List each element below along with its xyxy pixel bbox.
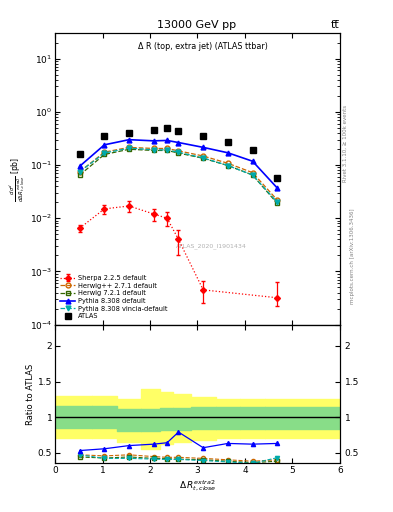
Herwig++ 2.7.1 default bbox=[176, 148, 181, 154]
Pythia 8.308 default bbox=[275, 185, 279, 191]
Pythia 8.308 vincia-default bbox=[151, 147, 156, 153]
ATLAS bbox=[151, 127, 156, 133]
Herwig 7.2.1 default bbox=[176, 150, 181, 156]
X-axis label: $\Delta\,R_{t,close}^{extra2}$: $\Delta\,R_{t,close}^{extra2}$ bbox=[179, 478, 216, 493]
Herwig++ 2.7.1 default bbox=[151, 145, 156, 152]
Herwig 7.2.1 default bbox=[201, 155, 206, 161]
Pythia 8.308 default bbox=[176, 139, 181, 145]
Pythia 8.308 vincia-default bbox=[275, 199, 279, 205]
Pythia 8.308 default bbox=[226, 150, 230, 156]
ATLAS bbox=[176, 128, 181, 134]
Text: mcplots.cern.ch [arXiv:1306.3436]: mcplots.cern.ch [arXiv:1306.3436] bbox=[350, 208, 355, 304]
Line: Pythia 8.308 vincia-default: Pythia 8.308 vincia-default bbox=[77, 146, 280, 205]
Line: ATLAS: ATLAS bbox=[77, 125, 280, 180]
Herwig 7.2.1 default bbox=[151, 147, 156, 154]
Pythia 8.308 default bbox=[151, 138, 156, 144]
Herwig 7.2.1 default bbox=[165, 147, 169, 154]
ATLAS bbox=[201, 133, 206, 139]
Herwig 7.2.1 default bbox=[77, 172, 82, 178]
Herwig 7.2.1 default bbox=[275, 200, 279, 206]
Herwig 7.2.1 default bbox=[250, 172, 255, 178]
Herwig++ 2.7.1 default bbox=[201, 153, 206, 159]
Pythia 8.308 default bbox=[250, 158, 255, 164]
Line: Herwig 7.2.1 default: Herwig 7.2.1 default bbox=[77, 147, 280, 206]
Pythia 8.308 vincia-default bbox=[226, 162, 230, 168]
Pythia 8.308 vincia-default bbox=[77, 168, 82, 175]
Pythia 8.308 vincia-default bbox=[176, 149, 181, 155]
Herwig++ 2.7.1 default bbox=[250, 169, 255, 176]
ATLAS bbox=[275, 175, 279, 181]
Herwig 7.2.1 default bbox=[127, 146, 132, 153]
Herwig 7.2.1 default bbox=[226, 162, 230, 168]
Herwig++ 2.7.1 default bbox=[127, 144, 132, 151]
Line: Pythia 8.308 default: Pythia 8.308 default bbox=[77, 137, 280, 190]
Pythia 8.308 default bbox=[102, 142, 107, 148]
Herwig++ 2.7.1 default bbox=[275, 197, 279, 203]
Y-axis label: $\frac{d\,\sigma^{d}}{d\Delta\,R_{t,close}^{extra2}}$ [pb]: $\frac{d\,\sigma^{d}}{d\Delta\,R_{t,clos… bbox=[7, 156, 27, 202]
Pythia 8.308 vincia-default bbox=[102, 150, 107, 156]
Herwig++ 2.7.1 default bbox=[77, 168, 82, 175]
Pythia 8.308 vincia-default bbox=[201, 155, 206, 161]
Pythia 8.308 default bbox=[201, 144, 206, 151]
ATLAS bbox=[165, 125, 169, 131]
Legend: Sherpa 2.2.5 default, Herwig++ 2.7.1 default, Herwig 7.2.1 default, Pythia 8.308: Sherpa 2.2.5 default, Herwig++ 2.7.1 def… bbox=[58, 273, 169, 322]
Herwig++ 2.7.1 default bbox=[165, 145, 169, 152]
ATLAS bbox=[102, 133, 107, 139]
ATLAS bbox=[127, 130, 132, 136]
Text: Δ R (top, extra jet) (ATLAS ttbar): Δ R (top, extra jet) (ATLAS ttbar) bbox=[138, 42, 268, 51]
Pythia 8.308 vincia-default bbox=[250, 172, 255, 178]
Text: Rivet 3.1.10, ≥ 100k events: Rivet 3.1.10, ≥ 100k events bbox=[343, 105, 348, 182]
ATLAS bbox=[226, 139, 230, 145]
Pythia 8.308 vincia-default bbox=[165, 147, 169, 153]
Text: 13000 GeV pp: 13000 GeV pp bbox=[157, 20, 236, 31]
ATLAS bbox=[250, 147, 255, 153]
Text: tt̅: tt̅ bbox=[331, 20, 340, 31]
Pythia 8.308 default bbox=[77, 163, 82, 169]
ATLAS bbox=[77, 151, 82, 157]
Text: ATLAS_2020_I1901434: ATLAS_2020_I1901434 bbox=[176, 243, 247, 249]
Herwig++ 2.7.1 default bbox=[226, 160, 230, 166]
Pythia 8.308 vincia-default bbox=[127, 145, 132, 151]
Y-axis label: Ratio to ATLAS: Ratio to ATLAS bbox=[26, 364, 35, 424]
Herwig 7.2.1 default bbox=[102, 152, 107, 158]
Pythia 8.308 default bbox=[165, 137, 169, 143]
Pythia 8.308 default bbox=[127, 137, 132, 143]
Herwig++ 2.7.1 default bbox=[102, 149, 107, 155]
Line: Herwig++ 2.7.1 default: Herwig++ 2.7.1 default bbox=[77, 145, 280, 202]
